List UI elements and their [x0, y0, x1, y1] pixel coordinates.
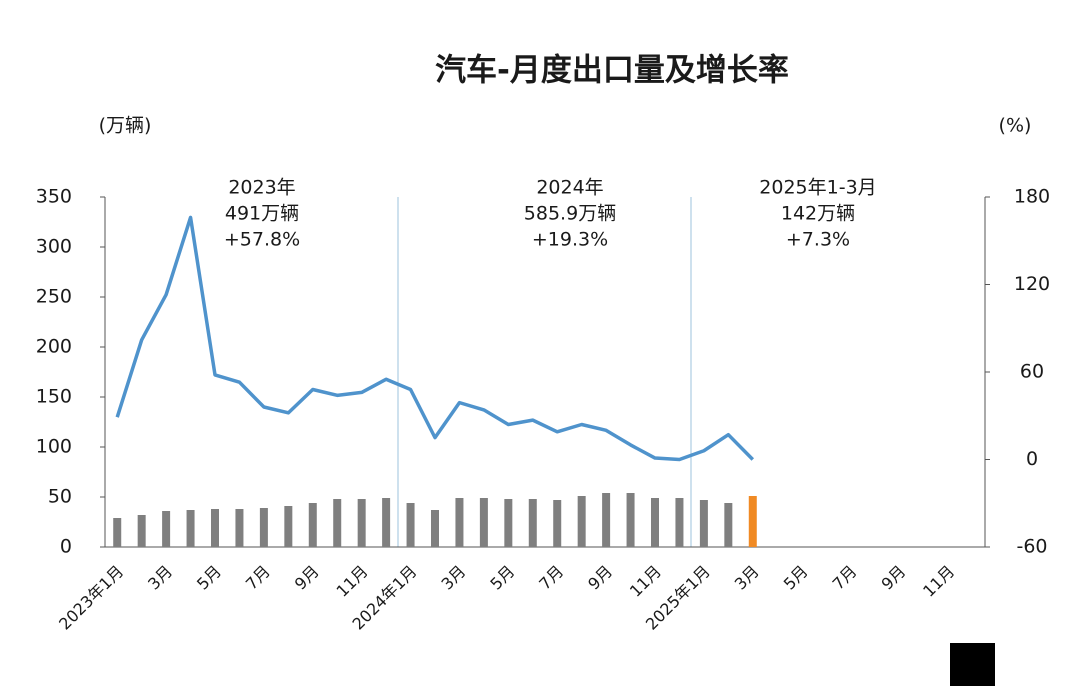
y2-tick-label: 120: [1014, 273, 1050, 295]
y2-tick-label: 0: [1026, 448, 1038, 470]
bar: [602, 493, 611, 547]
bar: [137, 515, 146, 547]
y2-tick-label: -60: [1016, 536, 1047, 558]
bar: [284, 506, 293, 547]
bar: [577, 496, 586, 547]
y-axis-label: (万辆): [99, 115, 152, 137]
y-tick-label: 100: [36, 436, 72, 458]
bar: [724, 503, 733, 547]
bar: [113, 518, 122, 547]
bar: [455, 498, 464, 547]
bar: [675, 498, 684, 547]
y-tick-label: 300: [36, 236, 72, 258]
y-tick-label: 200: [36, 336, 72, 358]
bar: [186, 510, 195, 547]
annotation: 585.9万辆: [524, 203, 616, 225]
corner-block: [950, 643, 995, 686]
bar: [626, 493, 635, 547]
bar: [431, 510, 439, 547]
growth-line: [115, 215, 755, 462]
y-tick-label: 150: [36, 386, 72, 408]
annotation: +19.3%: [532, 229, 608, 251]
bar: [553, 500, 562, 547]
bar: [651, 498, 659, 547]
bar: [528, 499, 537, 547]
y-tick-label: 350: [36, 186, 72, 208]
y2-axis-label: (%): [999, 115, 1032, 137]
annotation: 2023年: [228, 177, 295, 199]
y2-tick-label: 60: [1020, 361, 1044, 383]
bar: [235, 509, 244, 547]
bar: [211, 509, 219, 547]
bar: [406, 503, 415, 547]
bar: [259, 508, 268, 547]
y-tick-label: 0: [60, 536, 72, 558]
y-tick-label: 250: [36, 286, 72, 308]
annotation: 491万辆: [225, 203, 299, 225]
bar: [162, 511, 171, 547]
annotation: 2025年1-3月: [759, 177, 876, 199]
y-tick-label: 50: [48, 486, 72, 508]
bar: [333, 499, 342, 547]
bar: [748, 496, 757, 547]
annotation: 142万辆: [781, 203, 855, 225]
bar: [504, 499, 513, 547]
annotation: 2024年: [536, 177, 603, 199]
bar: [699, 500, 708, 547]
bar: [382, 498, 391, 547]
y2-tick-label: 180: [1014, 186, 1050, 208]
bar: [308, 503, 317, 547]
bar: [357, 499, 366, 547]
bar: [479, 498, 488, 547]
chart-title: 汽车-月度出口量及增长率: [435, 53, 789, 89]
annotation: +7.3%: [786, 229, 850, 251]
annotation: +57.8%: [224, 229, 300, 251]
